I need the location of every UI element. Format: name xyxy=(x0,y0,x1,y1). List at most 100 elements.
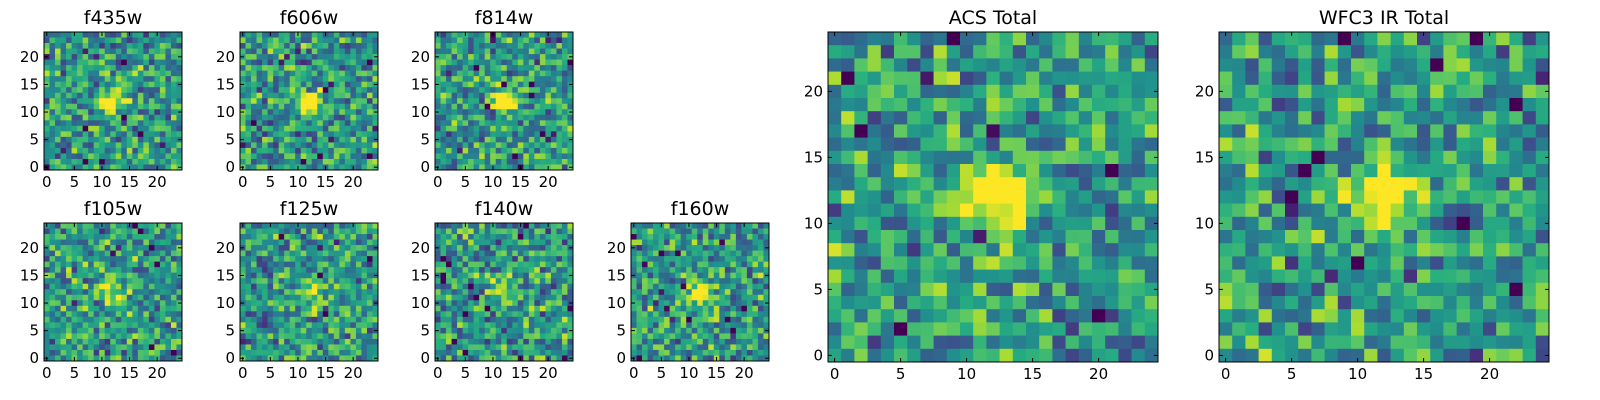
heatmap-cell xyxy=(170,65,177,71)
heatmap-cell xyxy=(523,294,530,301)
heatmap-cell xyxy=(77,103,83,110)
heatmap-cell xyxy=(501,267,508,274)
heatmap-cell xyxy=(636,267,643,274)
heatmap-cell xyxy=(366,305,373,312)
heatmap-cell xyxy=(143,103,150,110)
heatmap-cell xyxy=(960,58,974,72)
heatmap-cell xyxy=(44,316,50,323)
y-tick-label: 20 xyxy=(216,239,235,257)
heatmap-cell xyxy=(49,70,56,77)
heatmap-cell xyxy=(262,228,268,235)
heatmap-cell xyxy=(110,300,117,307)
heatmap-cell xyxy=(121,54,128,60)
heatmap-cell xyxy=(126,136,133,143)
heatmap-cell xyxy=(512,147,519,154)
heatmap-cell xyxy=(708,278,715,285)
heatmap-cell xyxy=(132,316,139,323)
heatmap-cell xyxy=(99,256,106,262)
heatmap-cell xyxy=(528,92,535,99)
heatmap-cell xyxy=(680,267,687,274)
heatmap-cell xyxy=(115,70,122,77)
heatmap-cell xyxy=(366,234,373,240)
heatmap-cell xyxy=(691,228,698,235)
heatmap-cell xyxy=(77,92,83,99)
heatmap-cell xyxy=(669,316,676,323)
heatmap-cell xyxy=(479,294,486,301)
heatmap-cell xyxy=(702,289,709,296)
heatmap-cell xyxy=(361,311,368,318)
heatmap-cell xyxy=(93,322,100,329)
heatmap-cell xyxy=(306,65,313,71)
heatmap-cell xyxy=(245,305,252,312)
heatmap-cell xyxy=(1026,124,1040,138)
heatmap-cell xyxy=(132,256,139,262)
heatmap-cell xyxy=(506,153,513,160)
heatmap-cell xyxy=(355,48,362,55)
heatmap-cell xyxy=(289,131,296,138)
heatmap-cell xyxy=(245,54,252,60)
heatmap-cell xyxy=(49,37,56,44)
heatmap-cell xyxy=(763,228,770,235)
heatmap-cell xyxy=(1078,45,1093,59)
heatmap-cell xyxy=(344,37,351,44)
heatmap-cell xyxy=(462,59,469,66)
heatmap-cell xyxy=(137,344,144,351)
heatmap-cell xyxy=(88,114,95,121)
heatmap-cell xyxy=(176,125,183,132)
heatmap-cell xyxy=(165,239,172,246)
heatmap-cell xyxy=(159,333,166,340)
heatmap-cell xyxy=(534,32,541,38)
heatmap-cell xyxy=(523,245,530,251)
heatmap-cell xyxy=(322,278,329,285)
heatmap-cell xyxy=(339,311,346,318)
heatmap-cell xyxy=(457,239,463,246)
heatmap-cell xyxy=(523,114,530,121)
heatmap-cell xyxy=(355,76,362,83)
heatmap-cell xyxy=(534,153,541,160)
heatmap-cell xyxy=(289,250,296,257)
heatmap-cell xyxy=(973,177,987,191)
heatmap-cell xyxy=(93,109,100,116)
heatmap-cell xyxy=(344,228,351,235)
heatmap-cell xyxy=(757,289,764,296)
heatmap-cell xyxy=(273,228,279,235)
heatmap-cell xyxy=(691,283,698,290)
heatmap-cell xyxy=(446,81,452,88)
heatmap-cell xyxy=(245,338,252,345)
heatmap-cell xyxy=(256,245,263,251)
heatmap-cell xyxy=(322,48,329,55)
heatmap-cell xyxy=(946,137,961,152)
heatmap-cell xyxy=(132,355,139,362)
heatmap-cell xyxy=(148,355,155,362)
heatmap-cell xyxy=(534,267,541,274)
heatmap-cell xyxy=(451,158,458,165)
heatmap-cell xyxy=(479,114,486,121)
heatmap-cell xyxy=(115,239,122,246)
heatmap-cell xyxy=(165,59,172,66)
heatmap-cell xyxy=(828,98,842,112)
heatmap-cell xyxy=(719,349,726,356)
heatmap-cell xyxy=(132,158,139,165)
heatmap-cell xyxy=(355,92,362,99)
heatmap-cell xyxy=(757,311,764,318)
heatmap-cell xyxy=(355,87,362,94)
heatmap-cell xyxy=(907,71,921,86)
heatmap-cell xyxy=(88,59,95,66)
heatmap-cell xyxy=(154,65,161,71)
heatmap-cell xyxy=(176,114,183,121)
heatmap-cell xyxy=(528,228,535,235)
heatmap-cell xyxy=(176,234,183,240)
heatmap-cell xyxy=(479,355,486,362)
heatmap-cell xyxy=(746,223,753,229)
heatmap-cell xyxy=(468,289,474,296)
heatmap-cell xyxy=(126,131,133,138)
heatmap-cell xyxy=(741,250,748,257)
heatmap-cell xyxy=(490,76,497,83)
heatmap-cell xyxy=(495,267,502,274)
heatmap-cell xyxy=(702,349,709,356)
heatmap-cell xyxy=(311,153,318,160)
heatmap-cell xyxy=(110,120,117,127)
heatmap-cell xyxy=(451,103,458,110)
heatmap-cell xyxy=(322,245,329,251)
heatmap-cell xyxy=(479,54,486,60)
